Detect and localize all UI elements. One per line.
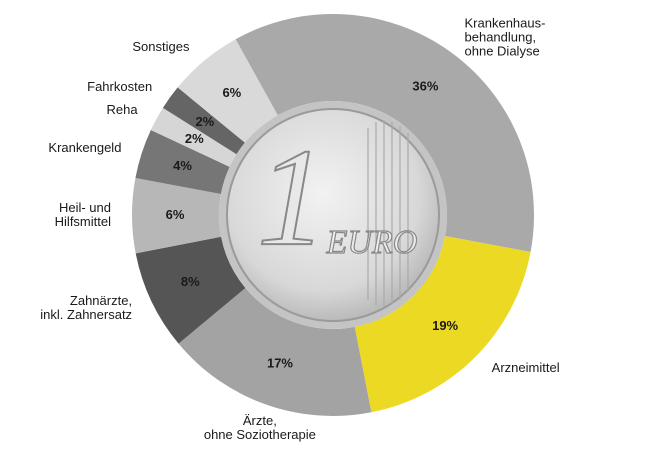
chart: 1 EURO 36% Krankenhaus-behandlung,ohne Di… [0, 0, 651, 451]
category-label: Krankengeld [48, 140, 121, 155]
value-label: 19% [432, 318, 458, 333]
value-label: 2% [185, 131, 204, 146]
category-label: Sonstiges [132, 39, 190, 54]
category-label: behandlung, [465, 30, 537, 45]
value-label: 8% [181, 274, 200, 289]
category-label: Heil- und [59, 200, 111, 215]
value-label: 6% [222, 85, 241, 100]
category-label: Hilfsmittel [55, 214, 111, 229]
category-label: inkl. Zahnersatz [40, 307, 132, 322]
value-label: 36% [412, 78, 438, 93]
value-label: 6% [166, 207, 185, 222]
category-label: ohne Dialyse [465, 44, 540, 59]
coin: 1 EURO [219, 101, 447, 329]
category-label: Zahnärzte, [70, 293, 132, 308]
category-label: ohne Soziotherapie [204, 427, 316, 442]
value-label: 17% [267, 355, 293, 370]
category-label: Reha [107, 102, 139, 117]
category-label: Ärzte, [243, 413, 277, 428]
value-label: 4% [173, 158, 192, 173]
value-label: 2% [195, 114, 214, 129]
category-label: Krankenhaus- [465, 16, 546, 31]
coin-text: EURO [326, 224, 418, 261]
coin-digit: 1 [257, 120, 327, 275]
category-label: Arzneimittel [492, 360, 560, 375]
category-label: Fahrkosten [87, 79, 152, 94]
